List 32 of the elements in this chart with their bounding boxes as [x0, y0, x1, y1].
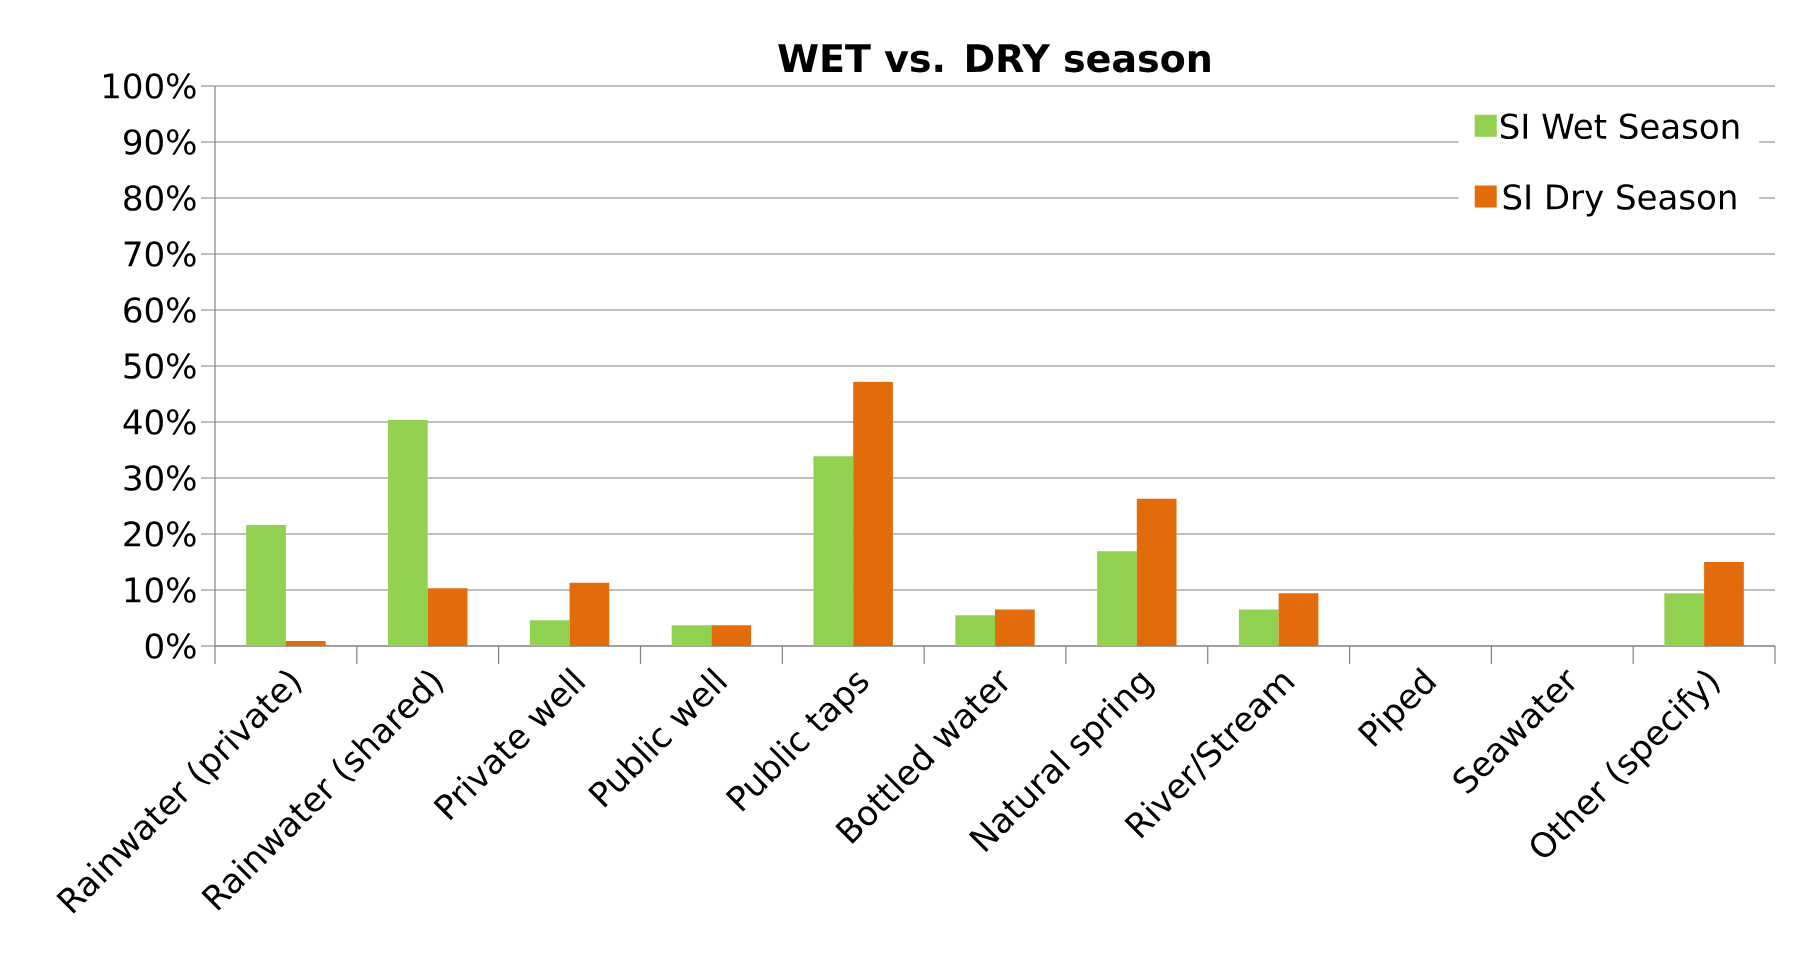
bar [1136, 498, 1177, 646]
y-tick-label: 100% [104, 73, 196, 99]
y-tick-label: 30% [124, 465, 196, 491]
y-tick-label: 80% [124, 185, 196, 211]
bar [1704, 561, 1744, 646]
bar [813, 456, 854, 646]
bar [955, 615, 996, 646]
bar [1238, 609, 1279, 646]
y-tick-label: 70% [124, 241, 196, 267]
bar [529, 620, 570, 646]
legend-label: SI Wet Season [1500, 113, 1739, 140]
y-tick-label: 50% [124, 353, 196, 379]
bar [246, 525, 286, 646]
bar [711, 625, 752, 646]
bar [285, 640, 326, 646]
bar [1097, 551, 1137, 646]
bar [853, 381, 893, 646]
bar [1664, 593, 1705, 646]
bar [388, 419, 428, 646]
y-tick-label: 60% [124, 297, 196, 323]
bar [427, 588, 468, 646]
y-tick-label: 0% [145, 633, 196, 659]
legend-label: SI Dry Season [1503, 184, 1736, 217]
y-tick-label: 10% [125, 577, 196, 603]
y-tick-label: 40% [123, 409, 196, 435]
y-tick-label: 20% [124, 521, 196, 547]
chart-title: WET vs. DRY season [778, 44, 1210, 73]
bar [569, 582, 610, 646]
y-tick-label: 90% [124, 129, 196, 155]
bar [671, 625, 712, 646]
bar [995, 609, 1035, 646]
bar [1278, 593, 1319, 646]
